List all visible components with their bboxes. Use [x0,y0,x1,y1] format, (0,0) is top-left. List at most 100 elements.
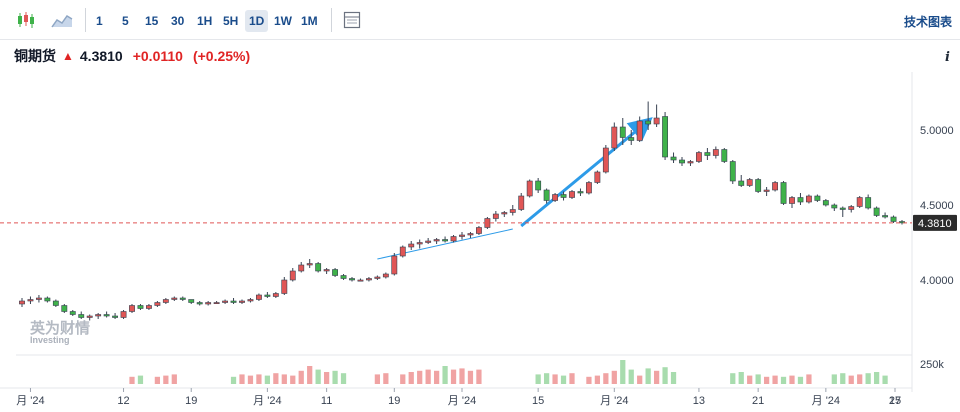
volume-bar [797,376,804,384]
candle-body [365,278,372,281]
technical-chart-link[interactable]: 技术图表 [903,15,952,29]
volume-bar [611,370,617,384]
area-chart-icon[interactable] [50,9,74,31]
candle-body [729,161,736,182]
time-axis: 月 '24 12 19 月 '24 11 19 月 '24 15 月 '24 13 21 月 '24 1… [16,388,901,407]
volume-bar [137,375,144,384]
volume-bar [882,375,888,384]
interval-1d-button[interactable]: 1D [245,10,269,32]
candle-body [137,305,144,309]
candle-body [357,279,364,282]
volume-bar [442,366,448,384]
current-price-marker: 4.3810 [0,214,957,231]
current-price-label: 4.3810 [918,218,952,230]
volume-bar [848,375,854,384]
volume-bar [569,373,575,384]
instrument-name: 铜期货 [14,48,56,64]
interval-1mo-button[interactable]: 1M [301,14,318,28]
interval-15m-button[interactable]: 15 [145,14,159,28]
volume-bar [831,374,837,384]
candle-body [569,191,575,198]
candle-body [61,305,68,312]
volume-bar [417,370,423,384]
interval-1h-button[interactable]: 1H [197,14,213,28]
candle-body [459,234,465,237]
time-tick-label: 11 [321,395,332,407]
candle-body [628,137,635,141]
candle-body [433,239,440,242]
interval-5h-button[interactable]: 5H [223,14,239,28]
candle-body [408,243,415,248]
candle-body [306,263,313,266]
time-tick-label: 21 [752,395,764,407]
candle-body [349,278,355,281]
candle-body [35,297,42,300]
candle-body [831,204,838,209]
candle-body [289,270,296,281]
volume-bar [323,372,330,384]
candle-body [19,300,25,305]
price-axis: 4.0000 4.5000 5.0000 250k [920,125,954,371]
price-legend: 铜期货 ▲ 4.3810 +0.0110 (+0.25%) [14,46,250,66]
candle-body [281,279,288,294]
interval-1m-button[interactable]: 1 [96,14,103,28]
last-price: 4.3810 [79,48,123,64]
volume-bar [670,372,677,384]
candle-body [442,239,449,242]
candle-body [103,314,110,317]
candle-body [772,182,779,191]
candle-body [822,200,829,206]
volume-bar [129,376,135,384]
candle-body [695,152,702,162]
interval-5m-button[interactable]: 5 [122,14,129,28]
info-icon[interactable]: i [945,50,950,65]
candle-body [162,299,169,303]
candle-body [399,246,406,257]
candle-body [687,161,694,164]
candle-body [95,314,102,317]
interval-1w-button[interactable]: 1W [274,14,292,28]
volume-bar [637,375,643,384]
candle-body [543,189,550,201]
candle-body [171,297,178,300]
grid-table-icon[interactable] [340,9,364,31]
volume-bar [535,374,541,384]
volume-bar [298,370,304,384]
volume-bar [374,374,381,384]
candle-body [264,294,271,297]
candle-body [315,263,322,272]
time-tick-label: 月 '24 [600,395,628,407]
volume-bar [459,368,465,384]
candle-body [856,197,863,207]
candle-body [475,227,482,234]
volume-bar [730,373,736,384]
candle-body [129,305,135,312]
interval-30m-button[interactable]: 30 [171,14,185,28]
volume-bar [603,373,609,384]
candle-body [196,302,203,305]
candle-body [755,179,762,192]
volume-bar [476,369,482,384]
candlestick-icon[interactable] [14,9,38,31]
candle-body [509,209,516,213]
candle-body [213,302,220,305]
volume-bar [662,367,668,384]
volume-bar [467,370,474,384]
candle-body [670,156,677,161]
volume-bar [763,376,770,384]
volume-bar [315,369,321,384]
candle-body [323,269,330,272]
candle-body [679,159,685,164]
candle-body [416,242,423,245]
candle-body [298,264,305,272]
candle-body [112,315,119,318]
volume-bar [780,376,787,384]
candle-body [154,302,161,306]
volume-bar [171,374,177,384]
volume-bar [857,374,863,384]
candle-body [340,275,347,279]
volume-bar [154,376,161,384]
candle-body [789,197,795,204]
candle-body [518,195,525,210]
candle-body [577,191,584,194]
